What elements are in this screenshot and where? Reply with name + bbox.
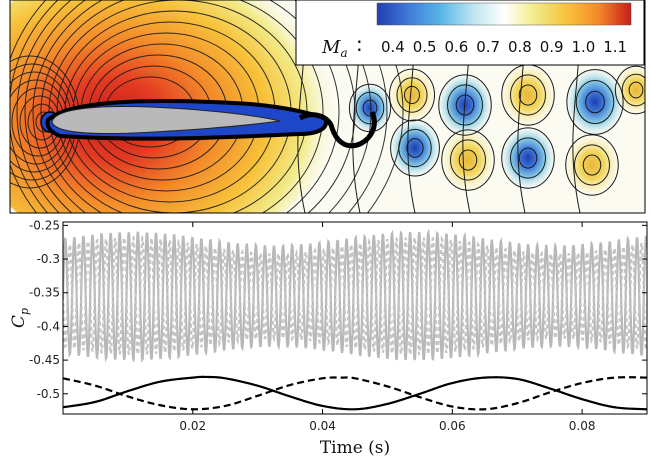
contour-line: [406, 138, 424, 158]
series-layer: [63, 228, 647, 411]
wake-shear-layer: [298, 110, 377, 149]
contour-line: [16, 0, 372, 213]
contour-line: [32, 0, 340, 213]
contour-line: [441, 129, 495, 191]
contour-line: [501, 127, 555, 189]
series-line-4: [63, 376, 647, 411]
contour-line: [10, 0, 404, 213]
contour-line: [518, 84, 538, 106]
contour-line: [447, 84, 483, 126]
colorbar-tick-label: 0.4: [381, 38, 405, 56]
contour-line: [362, 99, 378, 117]
contour-line: [24, 0, 356, 213]
wake-cell: [565, 67, 625, 137]
y-tick-label: -0.45: [29, 353, 60, 367]
contour-line: [450, 139, 486, 181]
contour-frame: [9, 0, 646, 214]
series-line-3: [63, 375, 647, 411]
y-tick-label: -0.25: [29, 218, 60, 232]
contour-line: [565, 134, 619, 196]
colorbar-label: Ma: [321, 37, 348, 60]
contour-line: [621, 73, 645, 107]
contour-line: [574, 144, 610, 186]
contour-line: [389, 68, 435, 122]
colorbar-tick-label: 1.1: [603, 38, 627, 56]
colorbar-tick-label: 0.7: [476, 38, 500, 56]
wake-cell: [564, 132, 620, 198]
wake-cell: [348, 82, 392, 134]
contour-line: [628, 81, 644, 99]
y-tick-label: -0.5: [37, 387, 60, 401]
wake-cell: [500, 125, 556, 191]
contour-line: [614, 65, 645, 115]
contour-line: [40, 0, 324, 213]
contour-line: [455, 94, 475, 116]
cp-line-chart: -0.25 -0.3 -0.35 -0.4 -0.45 -0.5 0.02 0.04 0.06…: [9, 218, 648, 458]
contour-line: [398, 128, 432, 168]
x-tick-label: 0.08: [569, 419, 596, 433]
contour-line: [510, 74, 546, 116]
wake-cell: [389, 118, 441, 178]
colorbar-label-symbol: M: [321, 37, 341, 58]
wake-cell: [440, 127, 496, 193]
contour-line: [438, 74, 492, 136]
colorbar-tick-label: 1.0: [571, 38, 595, 56]
colorbar-colon: :: [356, 32, 363, 56]
contour-line: [566, 69, 624, 135]
series-line-1: [63, 228, 647, 364]
x-tick-label: 0.02: [179, 419, 206, 433]
y-axis-label: Cp: [9, 308, 31, 328]
contour-line: [575, 79, 615, 125]
contour-line: [585, 90, 605, 114]
colorbar-tick-label: 0.8: [508, 38, 532, 56]
airfoil: [51, 106, 281, 135]
y-tick-label: -0.4: [37, 319, 60, 333]
y-axis-label-subscript: p: [18, 308, 31, 315]
contour-line: [10, 0, 388, 213]
y-axis-label-symbol: C: [9, 315, 29, 328]
y-tick-label: -0.35: [29, 286, 60, 300]
wake-cell: [500, 62, 556, 128]
y-tick-label: -0.3: [37, 252, 60, 266]
contour-line: [510, 137, 546, 179]
x-axis-label: Time (s): [320, 438, 390, 458]
contour-line: [582, 154, 602, 176]
x-tick-label: 0.04: [309, 419, 336, 433]
plot-frame: [62, 221, 648, 415]
contour-line: [355, 91, 385, 125]
x-tick-label: 0.06: [439, 419, 466, 433]
series-line-2: [63, 234, 647, 359]
colorbar-tick-label: 0.6: [444, 38, 468, 56]
contour-line: [458, 149, 478, 171]
contour-line: [404, 85, 420, 105]
colorbar-ramp: [376, 2, 632, 26]
contour-line: [518, 147, 538, 169]
colorbar-ticks: 0.4 0.5 0.6 0.7 0.8 0.9 1.0 1.1: [381, 38, 627, 56]
colorbar-label-subscript: a: [340, 46, 347, 60]
y-axis: -0.25 -0.3 -0.35 -0.4 -0.45 -0.5: [29, 218, 647, 401]
colorbar-legend: Ma : 0.4 0.5 0.6 0.7 0.8 0.9 1.0 1.1: [295, 0, 645, 66]
x-axis: 0.02 0.04 0.06 0.08: [179, 222, 595, 433]
contour-line: [390, 119, 440, 177]
colorbar-tick-label: 0.5: [413, 38, 437, 56]
colorbar-tick-label: 0.9: [540, 38, 564, 56]
